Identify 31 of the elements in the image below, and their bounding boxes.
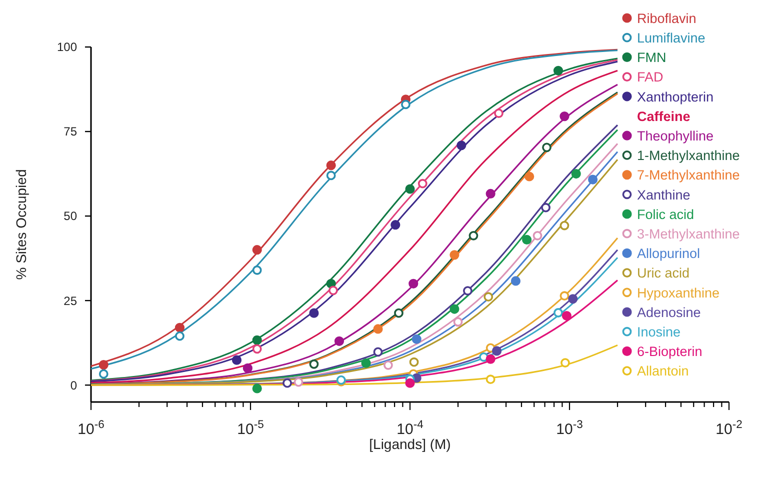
legend-label: FAD	[637, 70, 664, 85]
x-tick-label: 10$^{-6}$	[78, 419, 104, 438]
legend-label: FMN	[637, 50, 666, 66]
legend-label: 6-Biopterin	[637, 344, 702, 360]
legend-label: Folic acid	[637, 206, 694, 222]
legend-label: 3-Methylxanthine	[637, 226, 740, 242]
y-tick-label: 25	[64, 294, 78, 308]
legend-label: Theophylline	[637, 128, 714, 144]
y-tick-label: 0	[70, 378, 78, 392]
legend-label: Riboflavin	[637, 10, 696, 26]
legend-label: Adenosine	[637, 304, 701, 320]
legend-label: Inosine	[637, 324, 681, 340]
legend-label: Allantoin	[637, 364, 689, 379]
legend-label: Allopurinol	[637, 246, 700, 262]
text: Caffeine	[637, 108, 691, 124]
legend-label: Xanthine	[637, 187, 690, 202]
x-tick-label: 10$^{-3}$	[556, 419, 583, 438]
legend-label: Uric acid	[637, 266, 690, 281]
x-tick-label: 10$^{-5}$	[237, 419, 264, 438]
legend-label: Xanthopterin	[637, 89, 714, 104]
x-tick-label: 10$^{-2}$	[716, 419, 742, 438]
y-tick-label: 50	[64, 209, 78, 224]
legend-label: Hypoxanthine	[637, 285, 720, 300]
legend-label: Lumiflavine	[637, 30, 706, 46]
y-tick-label: 100	[56, 40, 78, 54]
x-axis-title: [Ligands] (M)	[369, 436, 451, 452]
y-tick-label: 75	[64, 124, 78, 139]
legend-label: 7-Methylxanthine	[637, 168, 740, 183]
x-tick-label: 10$^{-4}$	[396, 419, 424, 438]
y-axis-title: % Sites Occupied	[13, 169, 29, 280]
legend-label: 1-Methylxanthine	[637, 148, 740, 164]
